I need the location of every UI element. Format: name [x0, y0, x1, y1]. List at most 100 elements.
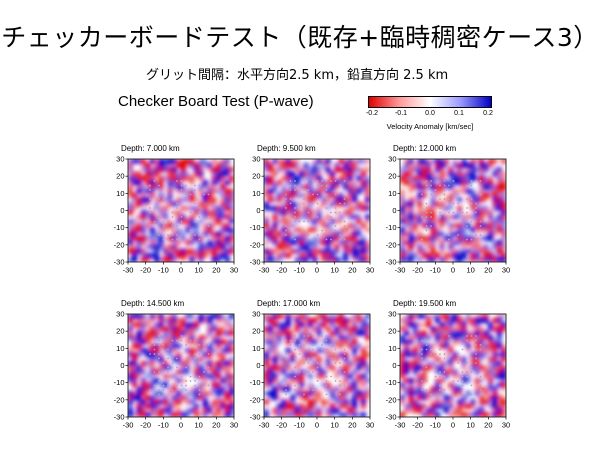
- grid-node: [312, 238, 314, 241]
- anomaly-cell: [417, 407, 423, 414]
- anomaly-cell: [365, 192, 370, 199]
- anomaly-cell: [285, 205, 291, 211]
- anomaly-cell: [267, 365, 274, 371]
- anomaly-cell: [452, 240, 458, 246]
- anomaly-cell: [351, 377, 358, 384]
- anomaly-cell: [180, 184, 186, 190]
- anomaly-cell: [224, 167, 231, 173]
- grid-node: [294, 375, 296, 378]
- anomaly-cell: [487, 365, 494, 371]
- grid-node: [303, 393, 305, 396]
- grid-node: [312, 225, 314, 227]
- grid-node: [339, 371, 341, 373]
- anomaly-cell: [403, 240, 410, 246]
- anomaly-cell: [220, 201, 226, 207]
- anomaly-cell: [154, 399, 160, 405]
- anomaly-cell: [412, 314, 419, 319]
- grid-node: [316, 380, 319, 382]
- anomaly-cell: [285, 167, 291, 173]
- anomaly-cell: [298, 347, 305, 354]
- anomaly-cell: [474, 339, 480, 345]
- anomaly-cell: [290, 179, 296, 186]
- anomaly-cell: [426, 162, 432, 169]
- anomaly-cell: [501, 171, 506, 177]
- anomaly-cell: [501, 231, 506, 237]
- grid-node: [185, 380, 187, 382]
- grid-node: [207, 238, 210, 241]
- grid-node: [158, 389, 160, 391]
- anomaly-cell: [356, 365, 362, 371]
- anomaly-cell: [198, 248, 204, 254]
- anomaly-cell: [202, 252, 208, 259]
- anomaly-cell: [264, 373, 269, 379]
- anomaly-cell: [131, 322, 138, 328]
- anomaly-cell: [307, 373, 314, 379]
- grid-node: [194, 189, 196, 191]
- anomaly-cell: [215, 244, 222, 250]
- anomaly-cell: [189, 235, 195, 242]
- grid-node: [194, 220, 196, 223]
- anomaly-cell: [267, 330, 274, 336]
- anomaly-cell: [145, 214, 151, 220]
- grid-node: [330, 375, 332, 378]
- anomaly-cell: [189, 218, 195, 224]
- anomaly-cell: [140, 386, 147, 392]
- anomaly-cell: [215, 403, 222, 409]
- anomaly-cell: [149, 188, 155, 194]
- anomaly-cell: [136, 326, 142, 332]
- grid-node: [207, 344, 210, 346]
- grid-node: [325, 238, 328, 241]
- anomaly-cell: [316, 369, 322, 375]
- anomaly-cell: [329, 314, 336, 319]
- grid-node: [470, 202, 473, 205]
- grid-node: [475, 211, 477, 214]
- anomaly-cell: [325, 188, 331, 194]
- x-tick-label: 0: [315, 421, 319, 430]
- anomaly-cell: [149, 330, 155, 336]
- grid-node: [303, 362, 305, 364]
- anomaly-cell: [492, 257, 498, 262]
- anomaly-cell: [158, 235, 164, 242]
- anomaly-cell: [140, 218, 147, 224]
- x-tick-label: 10: [466, 266, 474, 275]
- anomaly-cell: [128, 390, 133, 397]
- anomaly-cell: [167, 175, 173, 181]
- anomaly-cell: [285, 314, 291, 319]
- anomaly-cell: [215, 373, 222, 379]
- anomaly-cell: [320, 222, 327, 229]
- anomaly-cell: [400, 399, 405, 405]
- anomaly-cell: [224, 369, 231, 375]
- grid-node: [466, 393, 468, 396]
- anomaly-cell: [365, 175, 370, 181]
- anomaly-cell: [276, 252, 283, 259]
- grid-node: [203, 384, 205, 387]
- anomaly-cell: [176, 227, 182, 233]
- anomaly-cell: [215, 412, 222, 417]
- anomaly-cell: [325, 347, 331, 354]
- grid-node: [185, 366, 187, 369]
- anomaly-cell: [149, 192, 155, 199]
- y-tick-label: 30: [388, 310, 396, 319]
- grid-node: [470, 180, 473, 182]
- anomaly-cell: [448, 403, 454, 409]
- anomaly-cell: [439, 326, 445, 332]
- anomaly-cell: [267, 390, 274, 397]
- anomaly-cell: [343, 159, 349, 164]
- anomaly-cell: [329, 412, 336, 417]
- anomaly-cell: [320, 252, 327, 259]
- anomaly-cell: [360, 252, 367, 259]
- anomaly-cell: [189, 330, 195, 336]
- anomaly-cell: [347, 399, 353, 405]
- anomaly-cell: [325, 240, 331, 246]
- anomaly-cell: [452, 214, 458, 220]
- anomaly-cell: [276, 412, 283, 417]
- anomaly-cell: [400, 252, 405, 259]
- anomaly-cell: [360, 399, 367, 405]
- anomaly-cell: [128, 326, 133, 332]
- anomaly-cell: [276, 192, 283, 199]
- anomaly-cell: [474, 167, 480, 173]
- anomaly-cell: [128, 369, 133, 375]
- anomaly-cell: [417, 395, 423, 401]
- anomaly-cell: [448, 179, 454, 186]
- anomaly-cell: [443, 159, 450, 164]
